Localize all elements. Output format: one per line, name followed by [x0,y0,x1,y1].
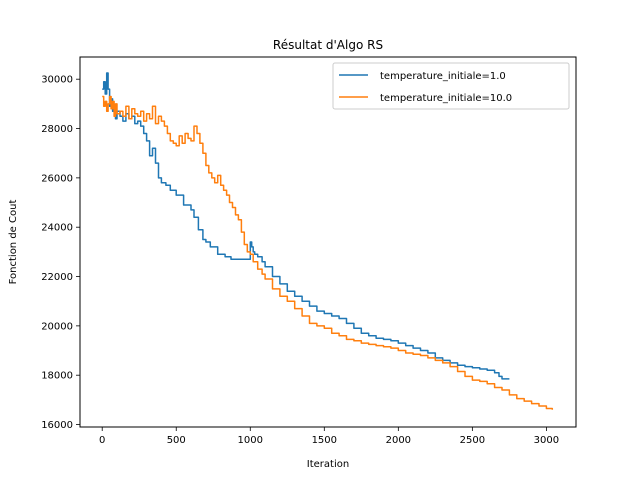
x-tick-label: 1000 [238,435,263,446]
y-tick-label: 16000 [41,420,73,431]
chart-title: Résultat d'Algo RS [273,38,383,52]
x-tick-label: 1500 [312,435,337,446]
x-tick-label: 2500 [460,435,485,446]
x-axis-label: Iteration [307,459,349,470]
legend: temperature_initiale=1.0 temperature_ini… [332,62,570,110]
x-axis: 0 500 1000 1500 2000 2500 3000 [99,427,559,446]
y-tick-label: 28000 [41,124,73,135]
series-line-2 [102,95,554,410]
y-tick-label: 24000 [41,223,73,234]
y-axis-label: Fonction de Cout [8,200,19,285]
y-tick-label: 18000 [41,371,73,382]
legend-label-series-2: temperature_initiale=10.0 [380,93,512,104]
legend-label-series-1: temperature_initiale=1.0 [380,71,506,82]
y-tick-label: 30000 [41,75,73,86]
x-tick-label: 2000 [386,435,411,446]
x-tick-label: 3000 [534,435,559,446]
series-layer [102,72,554,410]
y-tick-label: 26000 [41,173,73,184]
plot-frame [79,56,577,428]
y-tick-label: 20000 [41,321,73,332]
y-axis: 16000 18000 20000 22000 24000 26000 28000 30000 [41,75,80,431]
x-tick-label: 0 [99,435,105,446]
x-tick-label: 500 [167,435,186,446]
y-tick-label: 22000 [41,272,73,283]
legend-box [332,62,570,110]
